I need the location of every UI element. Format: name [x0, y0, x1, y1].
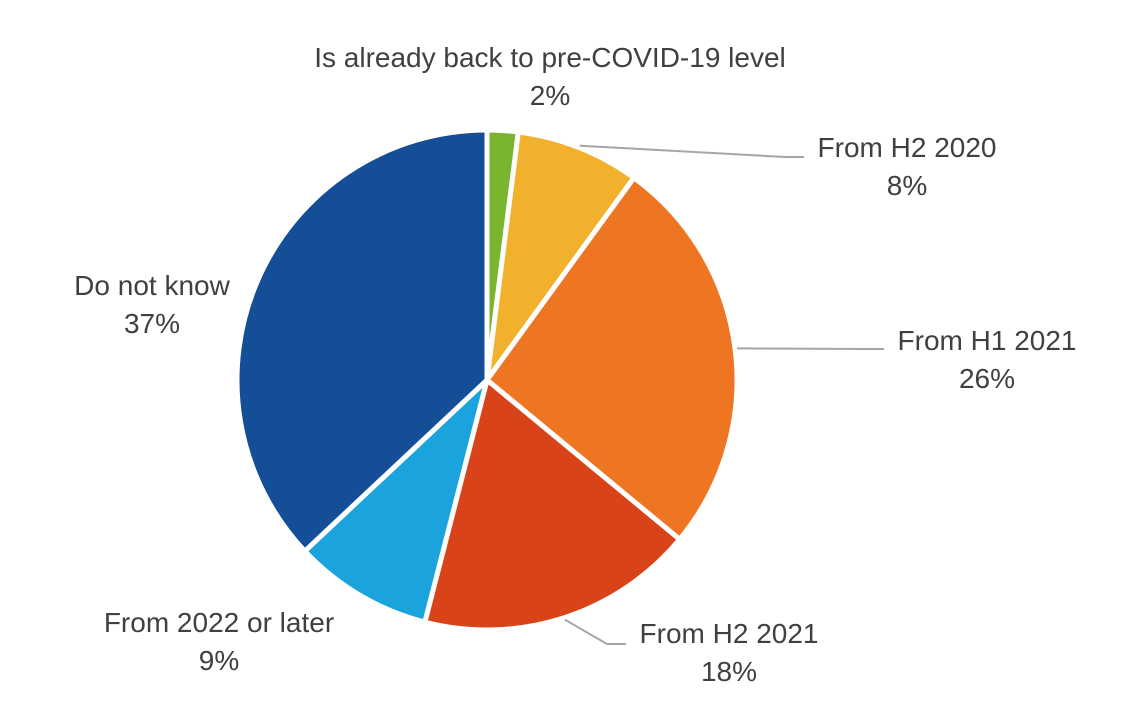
slice-value-already-back: 2% [530, 80, 570, 111]
slice-label-h2-2020: From H2 2020 [818, 132, 997, 163]
slice-label-h2-2021: From H2 2021 [640, 618, 819, 649]
slice-value-h1-2021: 26% [959, 363, 1015, 394]
pie-slice-h2-2020 [484, 129, 637, 383]
slice-value-do-not-know: 37% [124, 308, 180, 339]
slice-value-h2-2021: 18% [701, 656, 757, 687]
slice-label-2022-or-later: From 2022 or later [104, 607, 334, 638]
pie-slice-do-not-know [234, 127, 490, 554]
pie-slice-2022-or-later [302, 377, 490, 625]
slice-label-h1-2021: From H1 2021 [898, 325, 1077, 356]
slice-label-already-back: Is already back to pre-COVID-19 level [314, 42, 786, 73]
slice-value-h2-2020: 8% [887, 170, 927, 201]
pie-slice-h2-2021 [422, 377, 683, 633]
leader-line-h2-2020 [579, 144, 804, 158]
leader-lines [564, 144, 884, 645]
pie-slice-h1-2021 [484, 175, 740, 542]
leader-line-h1-2021 [737, 347, 884, 350]
slice-value-2022-or-later: 9% [199, 645, 239, 676]
leader-line-h2-2021 [564, 618, 626, 645]
pie-slices [234, 127, 740, 633]
slice-label-do-not-know: Do not know [74, 270, 230, 301]
